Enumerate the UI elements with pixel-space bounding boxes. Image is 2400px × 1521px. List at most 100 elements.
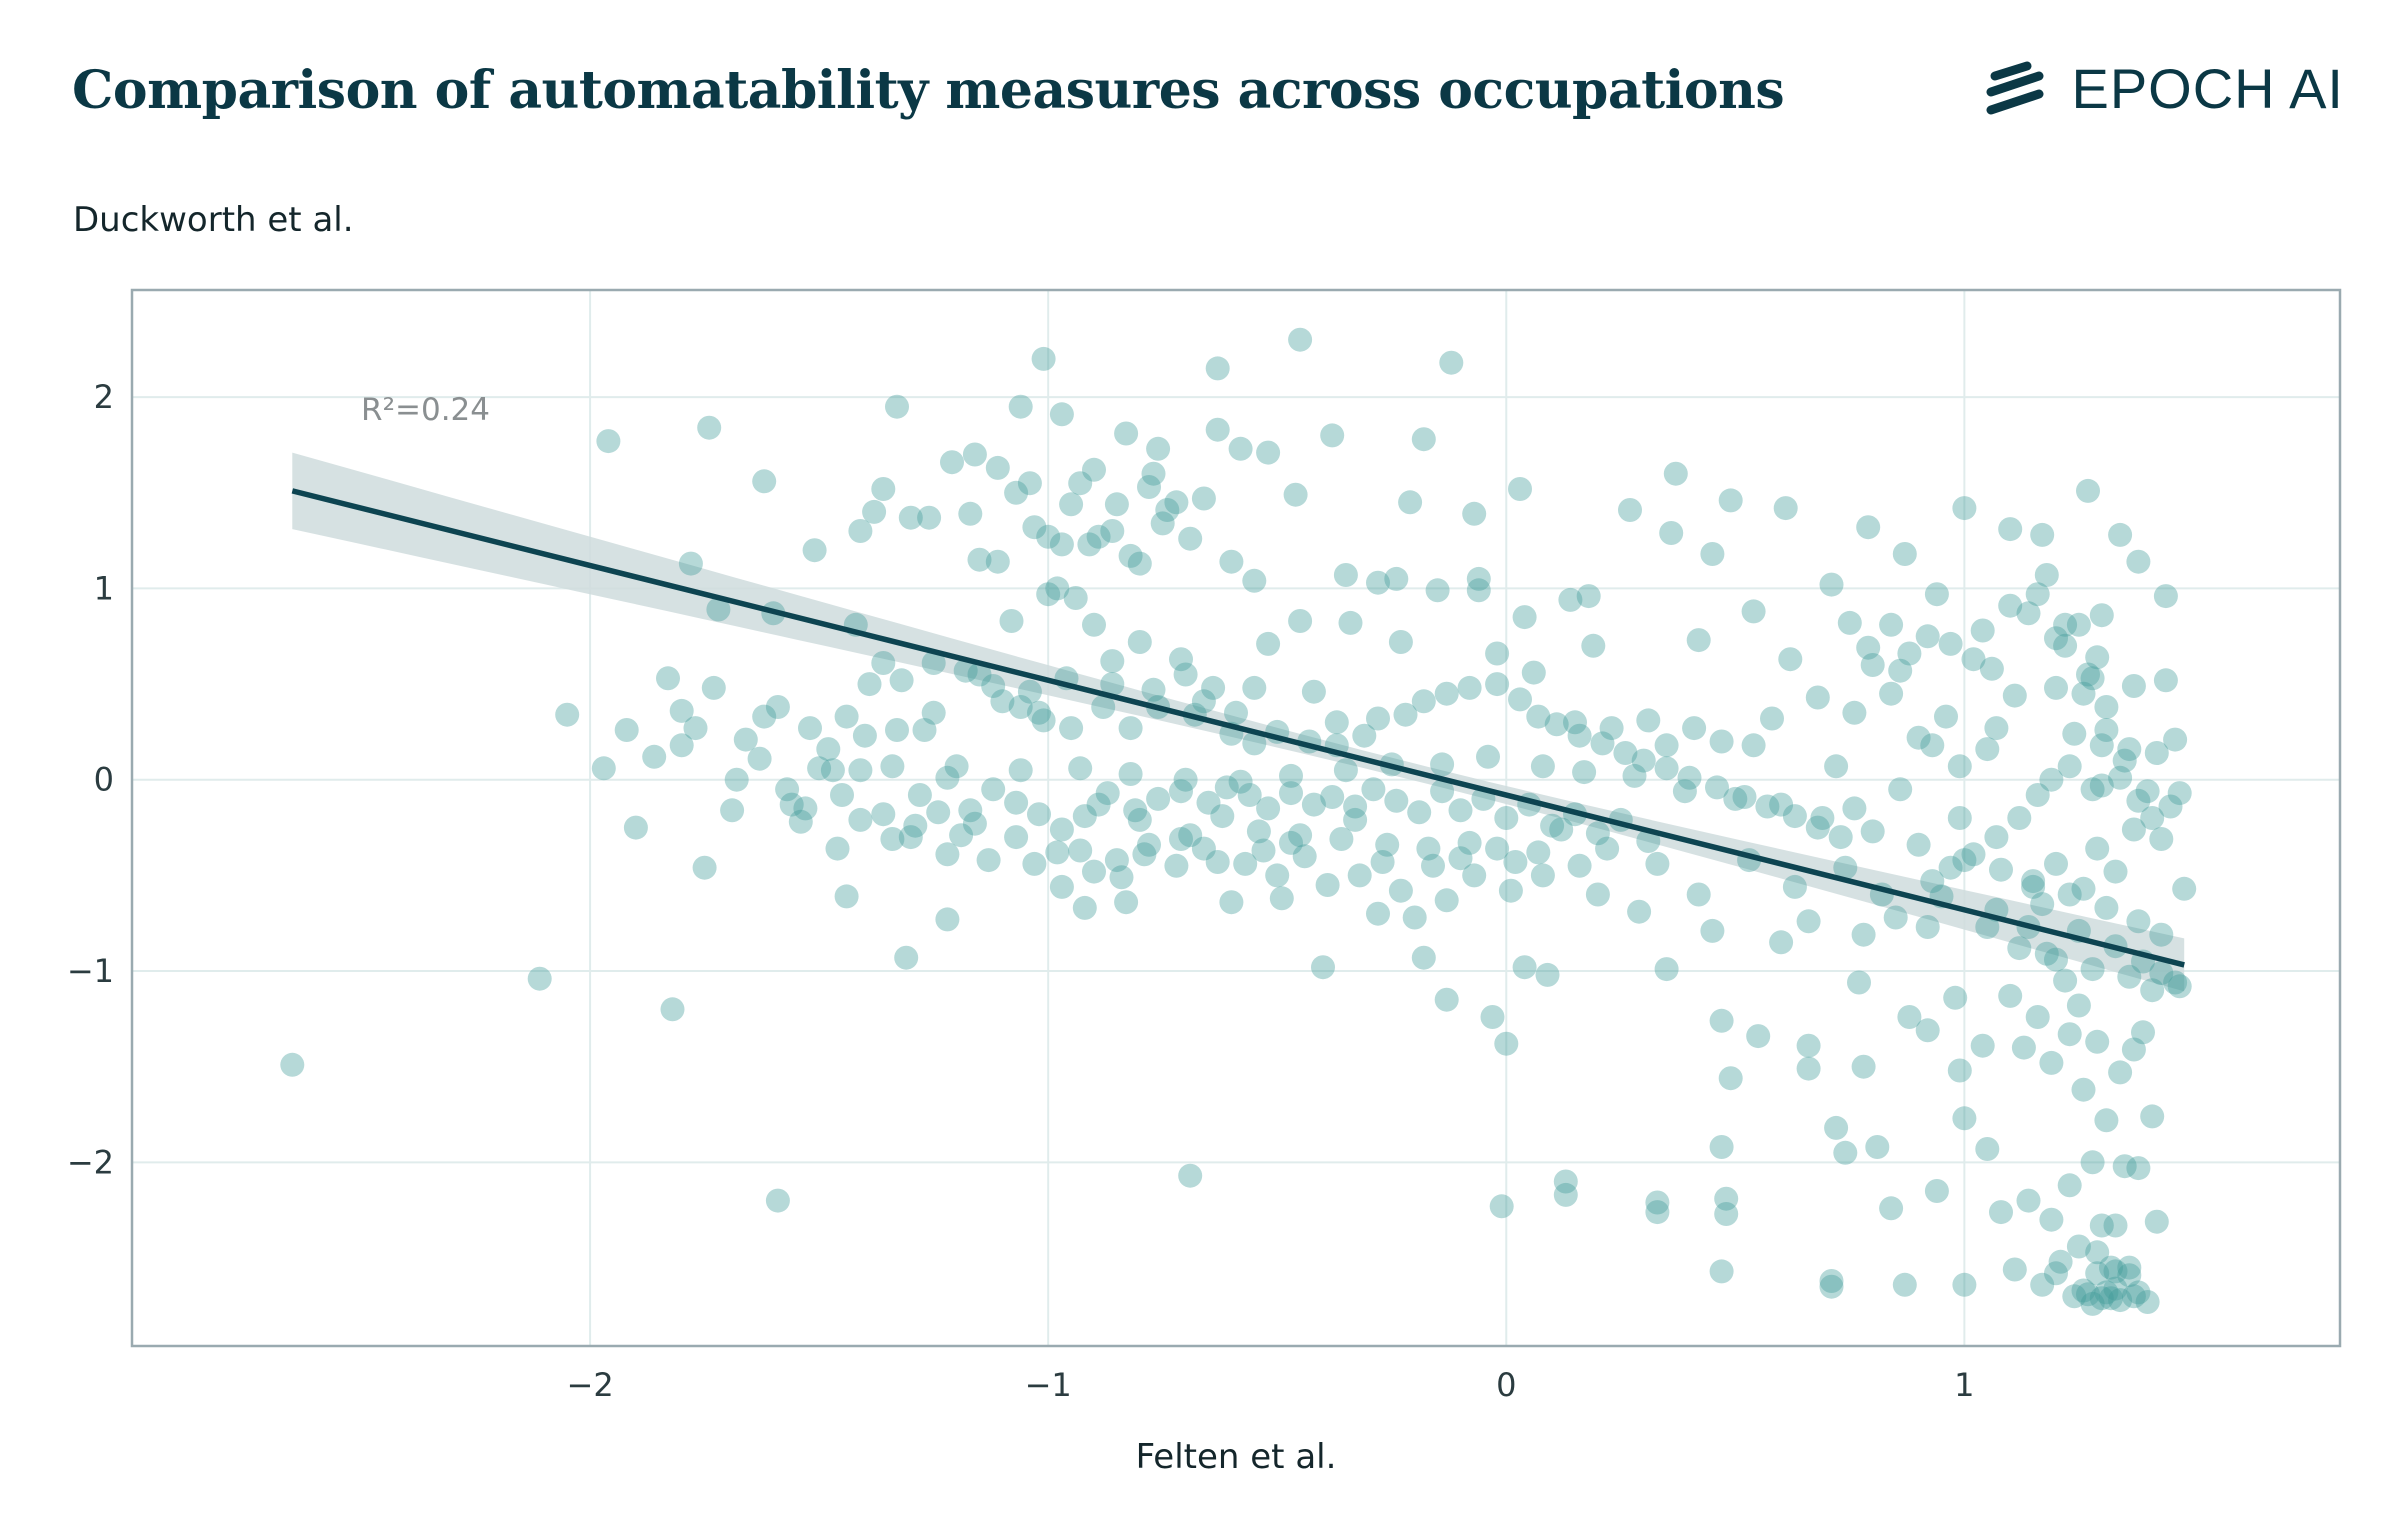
scatter-point	[834, 884, 859, 909]
scatter-point	[1677, 765, 1702, 790]
scatter-point	[1819, 1269, 1844, 1293]
scatter-point	[967, 547, 992, 572]
scatter-point	[1672, 779, 1697, 804]
scatter-point	[733, 727, 758, 752]
scatter-point	[2126, 1280, 2151, 1305]
scatter-point	[793, 796, 818, 821]
scatter-point	[1796, 1033, 1821, 1058]
scatter-point	[2085, 836, 2110, 861]
scatter-point	[1989, 1200, 2013, 1225]
confidence-band	[292, 452, 2185, 992]
scatter-point	[2089, 773, 2114, 798]
scatter-point	[1782, 874, 1807, 899]
y-tick-label: 2	[94, 378, 114, 416]
scatter-point	[1920, 869, 1945, 894]
scatter-point	[1049, 817, 1074, 842]
regression-line-group	[291, 488, 2185, 968]
scatter-point	[1819, 1274, 1844, 1299]
scatter-point	[2103, 1259, 2128, 1284]
scatter-point	[1127, 630, 1152, 654]
scatter-point	[724, 767, 749, 792]
scatter-point	[1288, 823, 1313, 848]
scatter-point	[1283, 482, 1308, 507]
scatter-point	[1301, 792, 1326, 817]
scatter-point	[2080, 957, 2105, 982]
scatter-point	[1526, 840, 1551, 865]
scatter-point	[1059, 716, 1084, 741]
scatter-point	[1975, 915, 2000, 939]
scatter-point	[981, 777, 1006, 802]
scatter-point	[1072, 804, 1097, 829]
scatter-point	[1494, 806, 1519, 830]
scatter-point	[1654, 733, 1679, 758]
scatter-point	[2034, 563, 2059, 587]
scatter-point	[2044, 675, 2068, 700]
scatter-point	[2149, 827, 2174, 851]
scatter-point	[614, 718, 639, 742]
scatter-point	[898, 825, 923, 850]
scatter-point	[2076, 662, 2100, 687]
epoch-ai-logo[interactable]: EPOCH AI	[1985, 56, 2344, 121]
scatter-point	[1416, 836, 1441, 861]
scatter-point	[2112, 1154, 2137, 1179]
scatter-point	[1567, 723, 1592, 748]
scatter-point	[1082, 859, 1106, 884]
scatter-point	[1082, 457, 1106, 482]
scatter-point	[967, 662, 992, 687]
scatter-point	[1824, 754, 1849, 779]
scatter-point	[1315, 873, 1340, 897]
scatter-point	[1700, 542, 1725, 566]
scatter-point	[1127, 807, 1152, 832]
scatter-point	[871, 651, 896, 675]
scatter-point	[1004, 480, 1029, 505]
scatter-point	[660, 997, 685, 1022]
scatter-point	[1132, 842, 1157, 867]
scatter-point	[1457, 830, 1482, 855]
scatter-point	[1723, 786, 1748, 811]
scatter-point	[701, 675, 726, 700]
scatter-point	[1879, 681, 1904, 706]
scatter-point	[1086, 524, 1111, 549]
scatter-point	[752, 469, 777, 494]
scatter-point	[885, 394, 909, 419]
scatter-point	[2144, 1209, 2169, 1234]
scatter-point	[642, 744, 667, 769]
scatter-point	[1585, 882, 1610, 907]
scatter-point	[1975, 1137, 2000, 1161]
scatter-point	[2108, 522, 2133, 547]
scatter-point	[2016, 1188, 2041, 1213]
scatter-point	[1508, 477, 1532, 501]
scatter-point	[1082, 612, 1106, 637]
scatter-point	[596, 429, 621, 454]
scatter-point	[1970, 618, 1995, 643]
scatter-point	[1998, 983, 2023, 1008]
scatter-point	[2062, 721, 2087, 746]
scatter-point	[1512, 955, 1537, 980]
scatter-point	[1961, 842, 1986, 867]
scatter-point	[2021, 874, 2046, 899]
scatter-point	[1434, 987, 1459, 1012]
scatter-point	[2103, 1213, 2128, 1238]
scatter-point	[2053, 633, 2078, 658]
scatter-point	[2126, 788, 2151, 813]
scatter-point	[1004, 825, 1029, 850]
scatter-point	[1915, 1018, 1940, 1043]
scatter-point	[683, 716, 708, 741]
x-tick-label: 0	[1496, 1366, 1516, 1404]
scatter-point	[1476, 744, 1500, 769]
scatter-point	[2089, 603, 2114, 628]
scatter-point	[1388, 630, 1413, 654]
scatter-point	[2062, 1284, 2087, 1309]
scatter-point	[848, 758, 873, 783]
scatter-point	[2140, 806, 2165, 830]
scatter-point	[1645, 851, 1670, 876]
scatter-point	[1952, 848, 1977, 873]
scatter-point	[944, 754, 969, 779]
scatter-point	[1366, 706, 1390, 731]
scatter-point	[1585, 821, 1610, 846]
scatter-point	[1567, 853, 1592, 878]
scatter-point	[2039, 767, 2064, 792]
scatter-point	[1521, 660, 1546, 685]
scatter-point	[1627, 899, 1652, 924]
scatter-point	[1746, 1024, 1771, 1049]
